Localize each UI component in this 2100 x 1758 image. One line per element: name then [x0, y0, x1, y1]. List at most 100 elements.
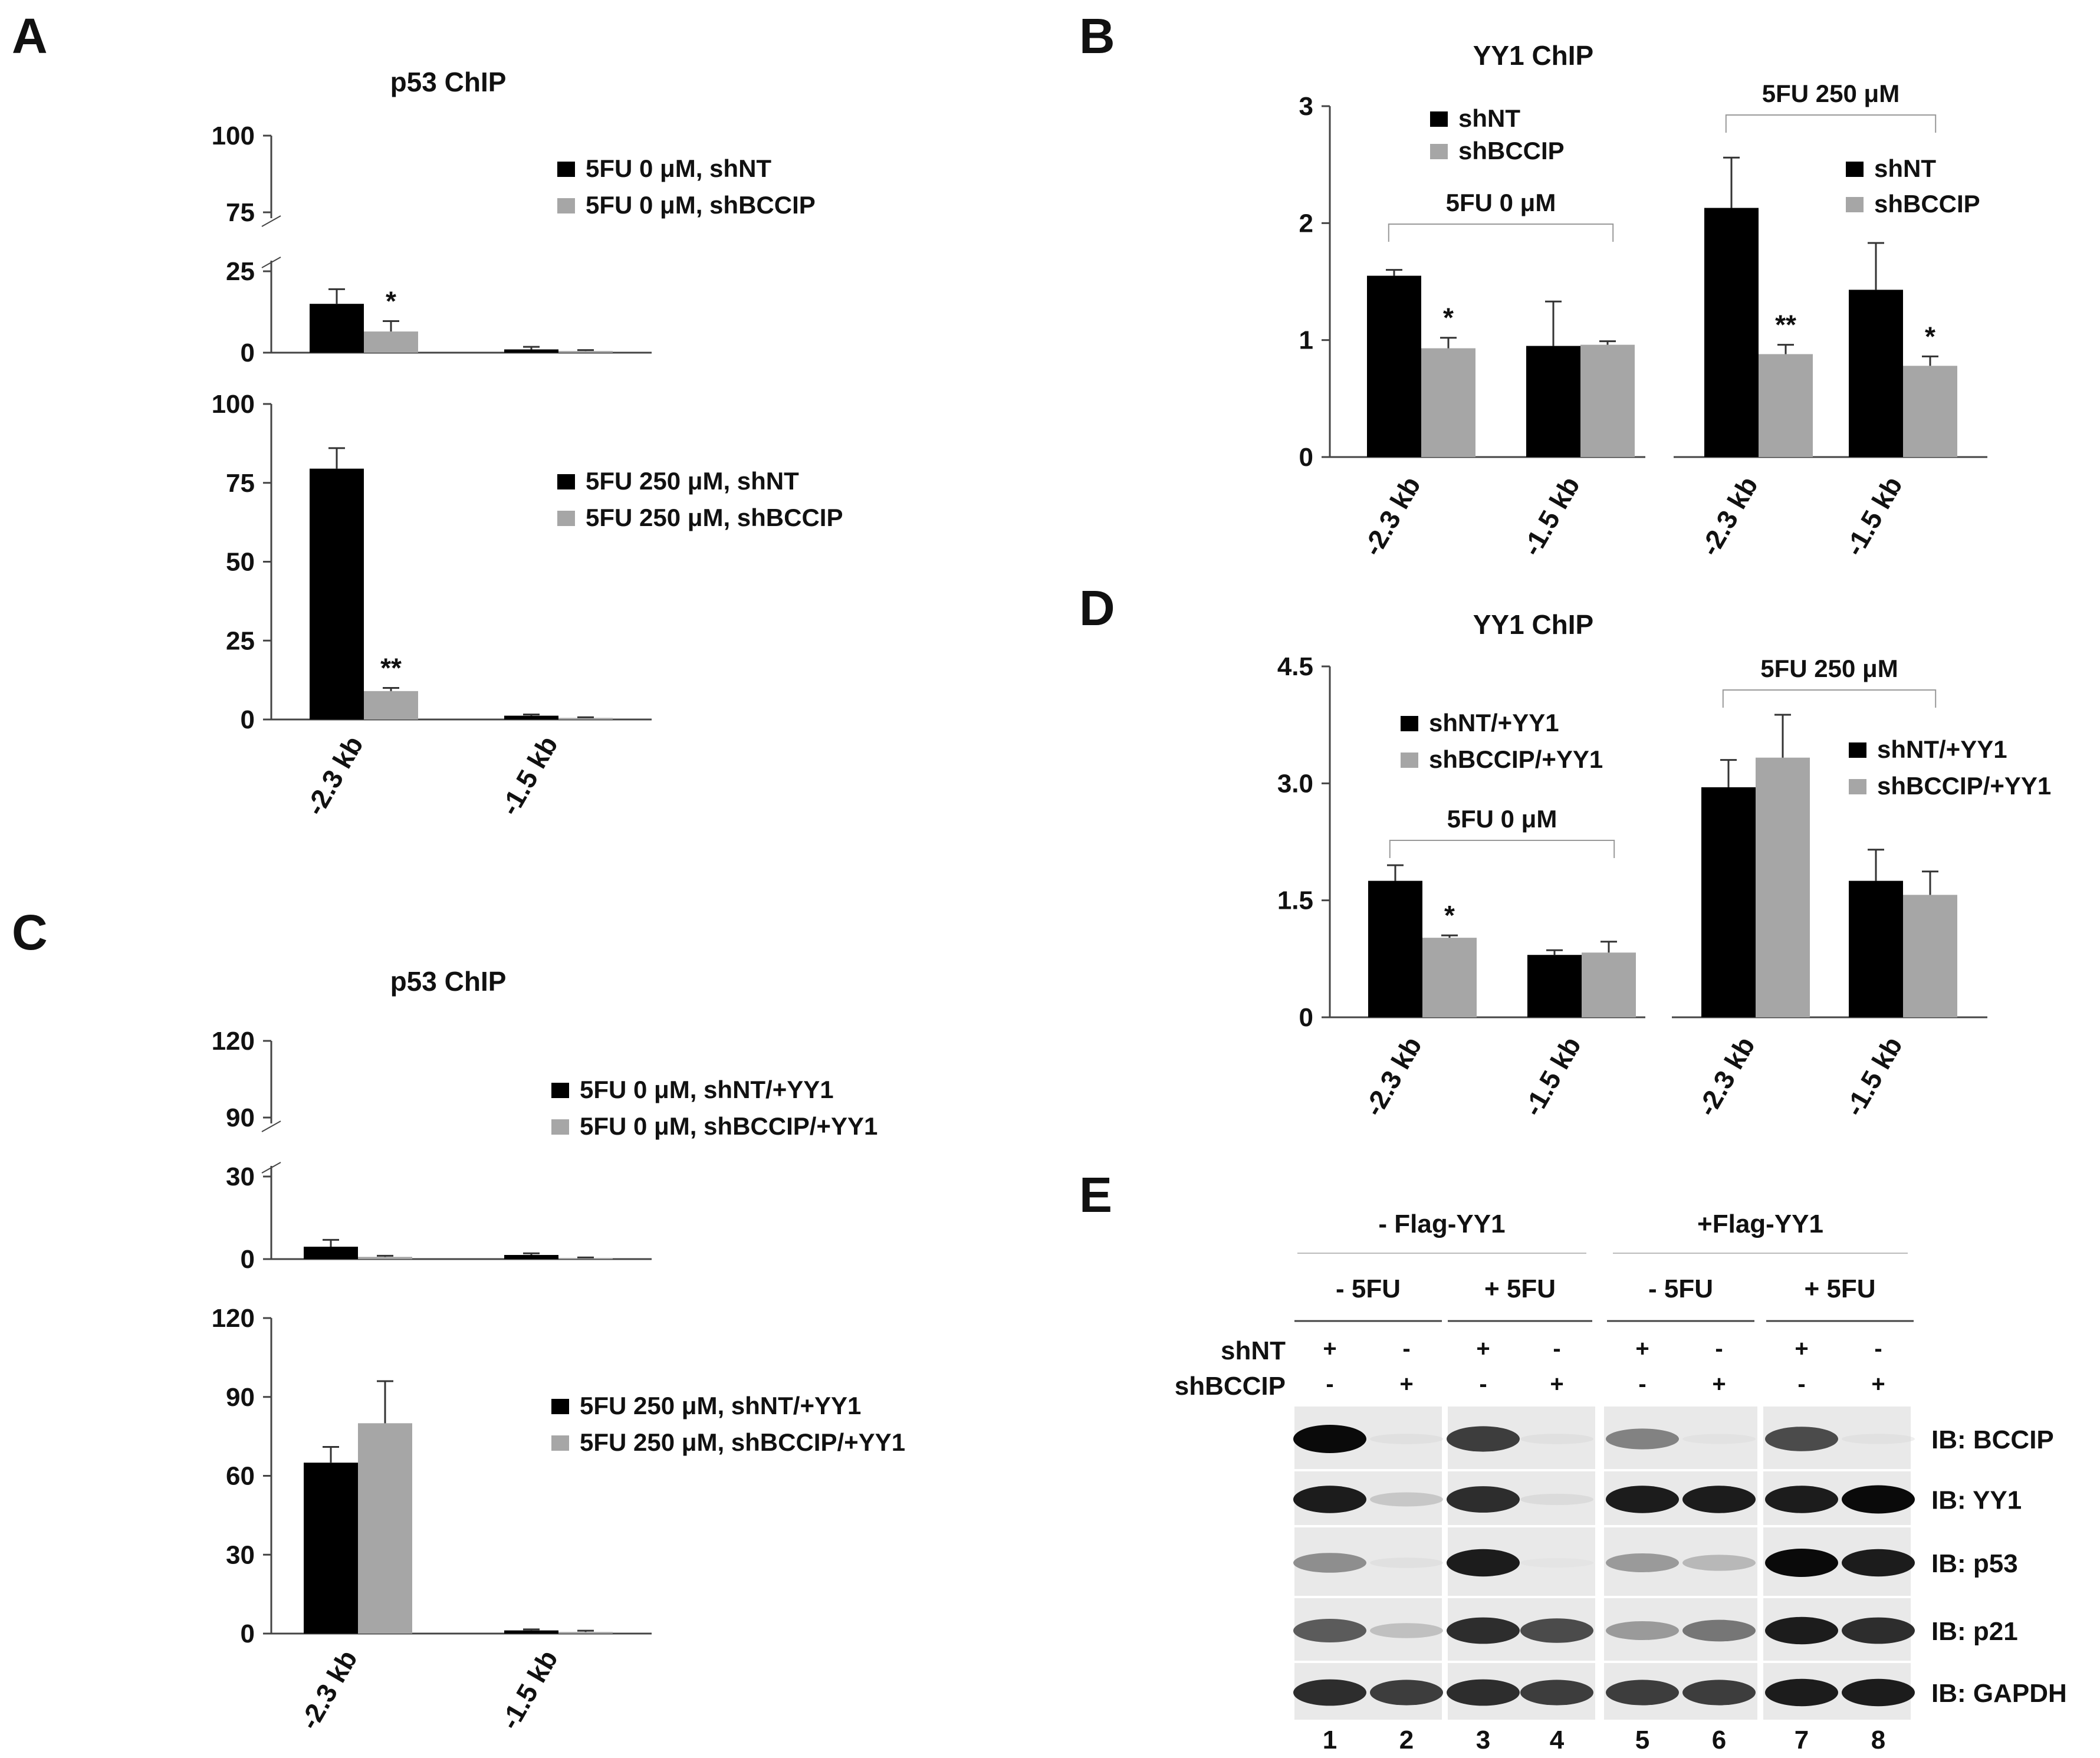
- legend-item-label: shBCCIP: [1874, 190, 1980, 218]
- significance-marker: *: [386, 285, 396, 316]
- legend-item-swatch: [551, 1399, 569, 1414]
- lane-number: 6: [1712, 1726, 1726, 1754]
- blot-band: [1682, 1486, 1756, 1513]
- y-tick-label: 25: [226, 626, 255, 655]
- y-tick-label: 90: [226, 1383, 255, 1412]
- blot-sign: -: [1715, 1336, 1723, 1362]
- significance-marker: **: [1775, 310, 1796, 340]
- blot-band: [1842, 1617, 1915, 1644]
- blot-band: [1370, 1623, 1443, 1638]
- significance-marker: *: [1444, 900, 1455, 931]
- legend-item-swatch: [551, 1083, 569, 1098]
- chart-title: p53 ChIP: [390, 67, 507, 97]
- lane-number: 4: [1550, 1726, 1565, 1754]
- bar-gray: [558, 351, 613, 353]
- y-tick-label: 0: [1299, 443, 1313, 472]
- axis-break-mark: [261, 1120, 281, 1132]
- legend-item-label: 5FU 0 μM, shNT/+YY1: [580, 1076, 834, 1103]
- group-bracket: [1725, 114, 1937, 133]
- panel-e-western-blot: - Flag-YY1 +Flag-YY1 - 5FU + 5FU - 5FU + 5FU s…: [1175, 1210, 2067, 1754]
- y-tick-label: 100: [212, 121, 255, 150]
- bar-gray: [1421, 348, 1475, 457]
- bar-black: [304, 1463, 358, 1634]
- y-tick-label: 4.5: [1277, 652, 1313, 681]
- legend-item-label: shBCCIP: [1458, 137, 1565, 165]
- blot-sign: -: [1874, 1336, 1882, 1362]
- bar-black: [1368, 880, 1422, 1017]
- x-category-label: -2.3 kb: [1357, 471, 1427, 561]
- blot-treatment-label: - 5FU: [1336, 1274, 1401, 1303]
- y-tick-label: 90: [226, 1103, 255, 1132]
- x-category-label: -2.3 kb: [300, 731, 369, 820]
- group-bracket: [1389, 840, 1615, 858]
- blot-band: [1765, 1486, 1838, 1513]
- y-tick-label: 50: [226, 548, 255, 577]
- blot-band: [1765, 1427, 1838, 1451]
- y-tick-label: 0: [241, 1245, 255, 1274]
- blot-band: [1293, 1553, 1366, 1573]
- axis-break-mark: [261, 257, 281, 268]
- blot-band: [1293, 1486, 1366, 1513]
- y-tick-label: 0: [241, 705, 255, 734]
- blot-sign: -: [1326, 1371, 1333, 1397]
- lane-number: 2: [1399, 1726, 1414, 1754]
- blot-sign: +: [1712, 1371, 1726, 1397]
- bar-black: [1367, 275, 1421, 457]
- y-tick-label: 60: [226, 1462, 255, 1491]
- blot-row-label: shNT: [1221, 1336, 1286, 1365]
- x-category-label: -2.3 kb: [1694, 471, 1764, 561]
- blot-treatment-label: - 5FU: [1648, 1274, 1713, 1303]
- group-label: 5FU 250 μM: [1762, 80, 1899, 107]
- axis-break-mark: [261, 1162, 281, 1174]
- legend-item-label: 5FU 250 μM, shBCCIP: [586, 504, 843, 531]
- x-category-label: -1.5 kb: [1517, 1031, 1587, 1121]
- blot-band: [1293, 1619, 1366, 1642]
- blot-band: [1682, 1555, 1756, 1571]
- x-category-label: -2.3 kb: [1358, 1031, 1428, 1121]
- blot-band: [1370, 1492, 1443, 1507]
- blot-sign: -: [1638, 1371, 1646, 1397]
- blot-treatment-label: + 5FU: [1804, 1274, 1875, 1303]
- antibody-label: IB: YY1: [1931, 1486, 2022, 1515]
- bar-black: [1701, 787, 1756, 1017]
- chart-title: p53 ChIP: [390, 966, 507, 997]
- bar-black: [1704, 208, 1759, 457]
- blot-band: [1447, 1679, 1520, 1706]
- blot-band: [1765, 1549, 1838, 1577]
- blot-sign: -: [1797, 1371, 1805, 1397]
- legend-item-swatch: [551, 1119, 569, 1135]
- bar-gray: [1756, 757, 1810, 1017]
- blot-band: [1842, 1485, 1915, 1514]
- bar-black: [1526, 346, 1580, 457]
- bar-black: [310, 468, 364, 719]
- y-tick-label: 30: [226, 1540, 255, 1569]
- bar-gray: [358, 1423, 412, 1634]
- legend-item-swatch: [557, 198, 575, 213]
- x-category-label: -1.5 kb: [1516, 471, 1586, 561]
- blot-treatment-label: + 5FU: [1484, 1274, 1556, 1303]
- panel-a-chart: p53 ChIP 75 100 0 25 * 5FU 0 μM, shNT 5FU 0 μM,…: [212, 67, 843, 820]
- blot-sign: +: [1399, 1371, 1413, 1397]
- bar-gray: [1903, 366, 1957, 457]
- panel-letter-c: C: [12, 905, 48, 960]
- x-category-label: -1.5 kb: [494, 731, 564, 820]
- y-tick-label: 75: [226, 469, 255, 498]
- group-bracket: [1722, 689, 1937, 708]
- legend-item-swatch: [1849, 742, 1866, 758]
- bar-gray: [558, 718, 613, 719]
- blot-row-label: shBCCIP: [1175, 1372, 1286, 1401]
- bar-gray: [364, 691, 418, 719]
- lane-number: 7: [1795, 1726, 1809, 1754]
- blot-band: [1842, 1678, 1915, 1707]
- legend-item-swatch: [1430, 111, 1448, 127]
- x-category-label: -1.5 kb: [1839, 471, 1908, 561]
- blot-band: [1520, 1558, 1593, 1568]
- legend-item-swatch: [1430, 144, 1448, 159]
- blot-sign: +: [1323, 1336, 1336, 1362]
- blot-band: [1520, 1493, 1593, 1506]
- y-tick-label: 2: [1299, 209, 1313, 238]
- bar-gray: [1422, 938, 1477, 1017]
- legend-item-swatch: [557, 511, 575, 526]
- blot-band: [1606, 1428, 1679, 1450]
